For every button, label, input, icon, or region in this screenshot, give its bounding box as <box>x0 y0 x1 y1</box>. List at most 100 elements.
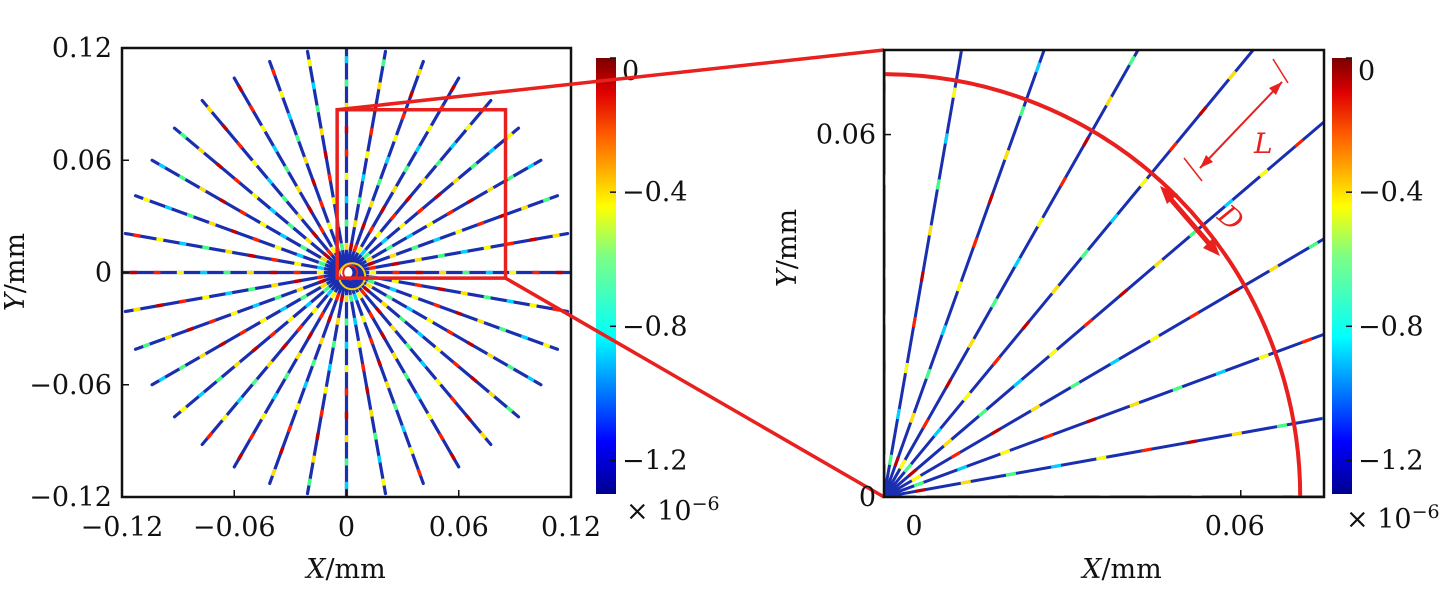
left-ray-fringe <box>260 124 267 133</box>
left-x-tick-label: 0 <box>338 512 355 543</box>
left-ray <box>350 275 521 419</box>
left-ray-fringe <box>483 295 491 300</box>
right-ray-fringe <box>1168 141 1178 152</box>
colorbar-tick-label: −1.2 <box>1358 445 1424 476</box>
left-ray-fringe <box>352 293 359 301</box>
left-ray-fringe <box>414 144 422 153</box>
left-ray-fringe <box>274 294 282 301</box>
left-ray-fringe <box>315 105 320 113</box>
left-ray-fringe <box>526 162 535 170</box>
left-ray-fringe <box>449 452 457 461</box>
left-ray-fringe <box>327 363 333 371</box>
left-ray <box>123 231 341 273</box>
right-ray-fringe <box>1052 19 1055 29</box>
right-ray-fringe <box>1227 70 1237 81</box>
right-ray-fringe <box>967 338 976 349</box>
left-ray <box>351 158 543 271</box>
left-ray-fringe <box>392 402 399 411</box>
right-ray-fringe <box>1050 284 1060 295</box>
left-ray-fringe <box>360 174 366 182</box>
left-ray-fringe <box>269 330 277 338</box>
right-ray-fringe <box>1258 353 1270 360</box>
left-ray-fringe <box>283 165 290 173</box>
left-ray-fringe <box>236 452 244 461</box>
right-ray-line <box>884 332 1324 497</box>
left-ray-fringe <box>505 405 514 413</box>
left-ray-fringe <box>283 372 290 380</box>
left-ray-fringe <box>311 306 319 315</box>
left-ray-fringe <box>356 197 362 205</box>
left-ray-fringe <box>296 324 304 333</box>
left-ray-fringe <box>419 177 427 185</box>
left-ray-fringe <box>470 162 478 170</box>
left-ray-fringe <box>476 220 485 227</box>
left-ray-fringe <box>307 59 312 67</box>
left-ray-fringe <box>230 310 239 317</box>
left-ray-fringe <box>449 396 457 404</box>
left-center-swirl-outer <box>338 262 367 291</box>
left-ray-fringe <box>286 222 295 230</box>
left-ray-fringe <box>380 237 389 245</box>
left-ray-fringe <box>381 478 386 486</box>
right-ray-fringe <box>951 87 957 99</box>
left-ray-fringe <box>294 402 301 411</box>
left-ray-fringe <box>327 174 333 182</box>
right-ray-fringe <box>921 418 930 430</box>
left-ray-fringe <box>326 222 333 230</box>
left-ray-fringe <box>368 265 376 271</box>
left-ray-fringe <box>369 409 374 417</box>
left-ray-fringe <box>186 326 195 333</box>
length-arrow-head-outer <box>1269 82 1282 95</box>
right-ray-fringe <box>1388 307 1397 311</box>
left-ray-fringe <box>294 261 302 267</box>
right-ray-fringe <box>1367 409 1377 411</box>
left-ray-fringe <box>385 244 394 251</box>
left-ray-fringe <box>411 294 419 301</box>
right-ray-fringe <box>932 427 942 438</box>
colorbar-tick-label: 0 <box>1358 56 1375 87</box>
left-ray <box>172 275 343 419</box>
left-ray-fringe <box>379 205 387 214</box>
left-ray-fringe <box>542 342 551 349</box>
left-y-ticks: 0.12 0.06 0 −0.06 −0.12 <box>29 33 129 513</box>
left-ray-fringe <box>389 324 397 333</box>
left-ray-fringe <box>446 329 454 336</box>
right-ray-fringe <box>1129 401 1140 408</box>
length-annotation: L <box>1183 58 1289 182</box>
left-ray-fringe <box>434 345 442 353</box>
left-ray-fringe <box>391 351 398 360</box>
left-ray-fringe <box>352 220 358 228</box>
left-ray-fringe <box>335 317 341 325</box>
left-ray-fringe <box>319 128 324 136</box>
left-ray-fringe <box>403 372 410 380</box>
left-ray-fringe <box>365 256 374 263</box>
left-ray-fringe <box>179 241 187 246</box>
left-ray-fringe <box>164 204 173 211</box>
left-ray-fringe <box>248 104 255 113</box>
left-colorbar: 0 −0.4 −0.8 −1.2 × 10−6 <box>596 56 720 527</box>
right-ray-fringe <box>1013 257 1022 268</box>
left-ray-fringe <box>323 151 329 159</box>
left-ray-fringe <box>425 221 434 228</box>
left-ray-fringe <box>498 326 507 333</box>
right-colorbar: 0 −0.4 −0.8 −1.2 × 10−6 <box>1332 56 1440 535</box>
left-ray <box>172 126 343 270</box>
left-ray-fringe <box>302 156 309 165</box>
right-ray-fringe <box>1268 264 1279 273</box>
left-ray-fringe <box>487 390 496 398</box>
right-ray-fringe <box>1258 168 1269 178</box>
right-ray-fringe <box>940 324 948 336</box>
left-ray <box>351 194 560 272</box>
right-ray-fringe <box>1223 198 1234 208</box>
left-ray-fringe <box>356 291 363 300</box>
left-ray-fringe <box>416 330 424 338</box>
left-ray-fringe <box>404 195 412 203</box>
left-ray-fringe <box>233 177 241 185</box>
right-ray-fringe <box>956 281 963 292</box>
right-ray-fringe <box>1308 241 1319 250</box>
left-ray-fringe <box>311 82 316 90</box>
right-ray-fringe <box>1018 105 1026 117</box>
left-ray-fringe <box>446 209 454 216</box>
left-ray-fringe <box>348 243 354 251</box>
left-ray-fringe <box>158 375 167 383</box>
